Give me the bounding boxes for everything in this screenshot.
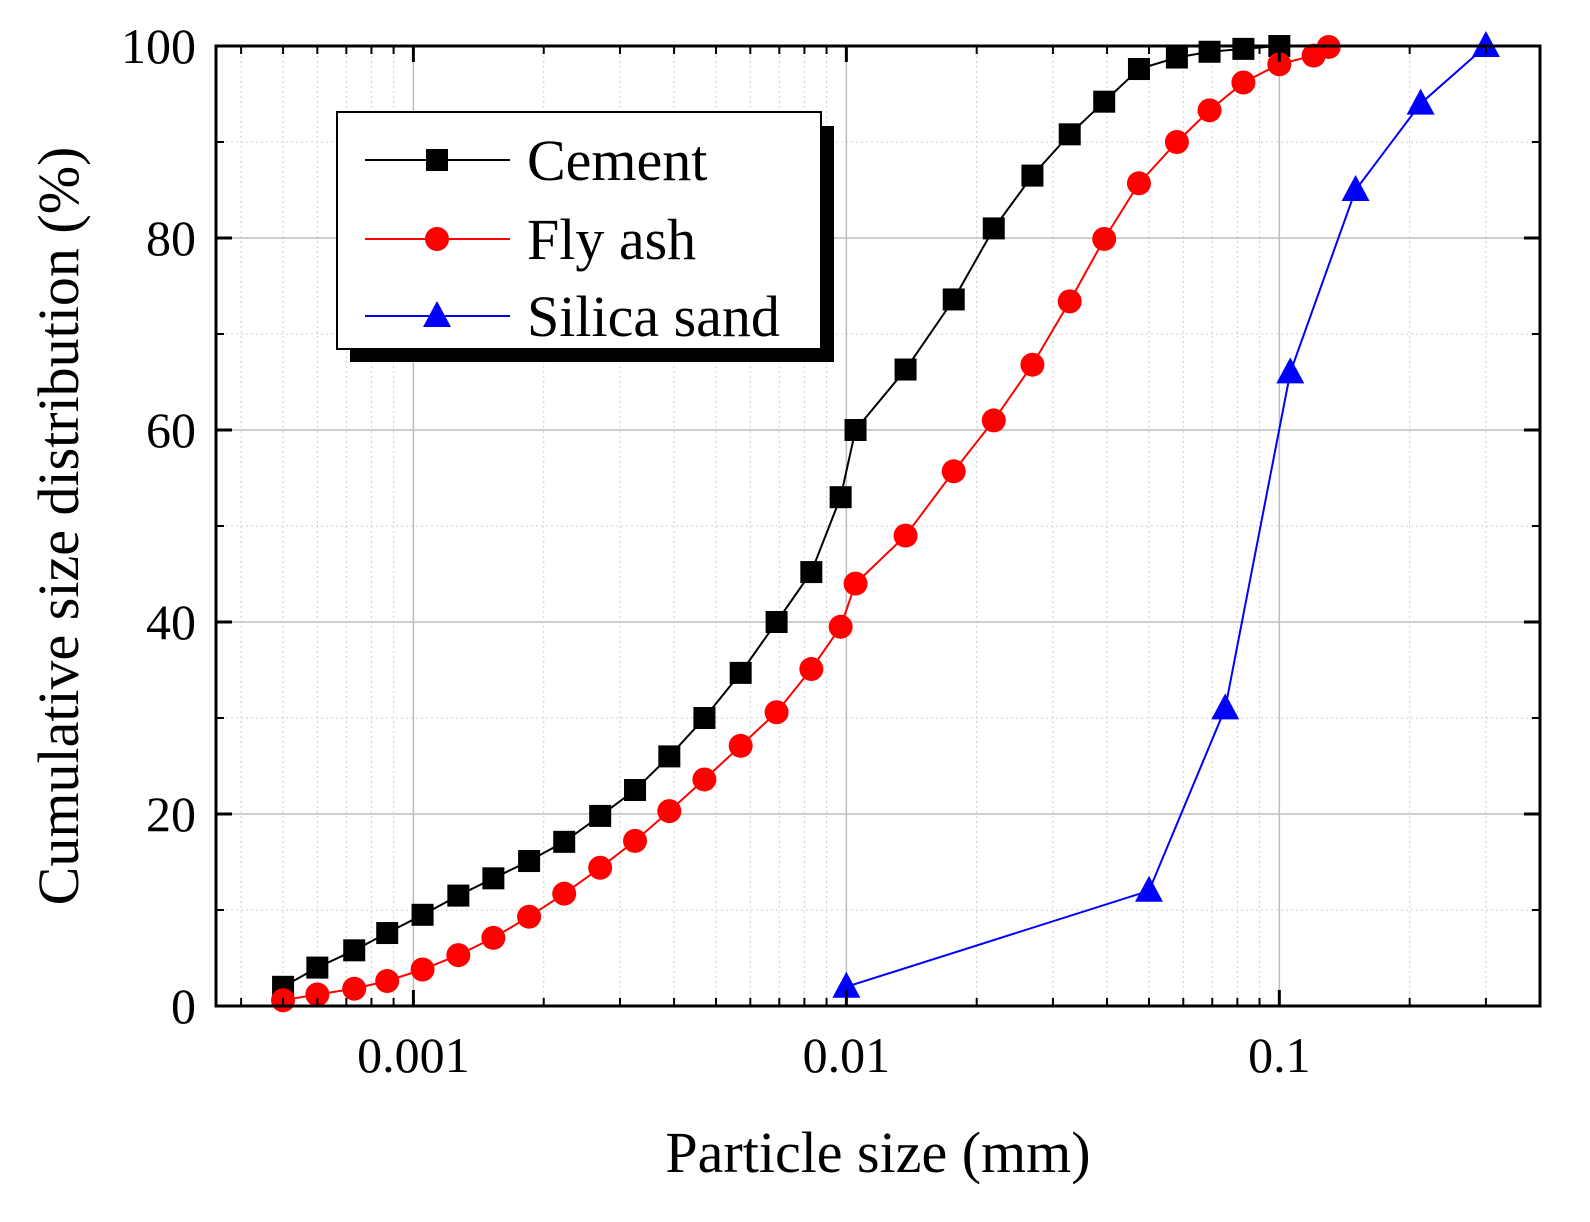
legend-label: Fly ash: [527, 207, 696, 272]
data-point-cement: [729, 661, 752, 684]
data-point-fly-ash: [342, 976, 367, 1001]
data-point-silica-sand: [1276, 357, 1305, 384]
data-point-fly-ash: [893, 523, 918, 548]
data-point-fly-ash: [728, 733, 753, 758]
legend-entry-silica-sand: Silica sand: [365, 284, 780, 349]
y-tick-label: 60: [146, 402, 196, 458]
data-point-cement: [693, 707, 716, 729]
legend-entry-cement: Cement: [365, 128, 707, 193]
data-point-fly-ash: [623, 828, 648, 853]
data-point-silica-sand: [1341, 175, 1370, 201]
data-point-fly-ash: [305, 982, 330, 1007]
x-tick-label: 0.001: [357, 1027, 470, 1083]
data-point-cement: [1093, 90, 1116, 113]
data-point-fly-ash: [1057, 289, 1082, 314]
data-point-fly-ash: [375, 969, 400, 994]
data-point-fly-ash: [552, 881, 577, 906]
data-point-fly-ash: [410, 957, 435, 982]
data-point-fly-ash: [941, 459, 966, 484]
legend-marker: [425, 227, 449, 251]
y-tick-label: 40: [146, 594, 196, 650]
data-point-cement: [658, 745, 681, 768]
data-point-silica-sand: [1211, 693, 1240, 720]
data-point-cement: [482, 867, 505, 890]
data-point-silica-sand: [1471, 31, 1500, 57]
data-point-cement: [343, 939, 366, 962]
legend-marker: [423, 301, 451, 327]
data-point-fly-ash: [481, 925, 506, 950]
y-tick-label: 80: [146, 210, 196, 266]
x-axis-title: Particle size (mm): [665, 1120, 1090, 1185]
data-point-silica-sand: [1134, 875, 1163, 902]
data-point-cement: [518, 850, 541, 873]
data-point-cement: [1232, 37, 1255, 60]
series-area: [271, 31, 1500, 1013]
data-point-cement: [306, 956, 329, 979]
legend-label: Cement: [527, 128, 707, 193]
legend: Cement Fly ash Silica sand: [336, 111, 834, 362]
data-point-cement: [765, 611, 788, 633]
data-point-fly-ash: [1197, 98, 1222, 123]
data-point-cement: [376, 922, 399, 945]
data-point-silica-sand: [832, 971, 861, 998]
data-point-cement: [1165, 46, 1188, 69]
data-point-cement: [553, 830, 576, 853]
y-tick-label: 100: [121, 18, 196, 74]
series-cement: [272, 35, 1291, 998]
data-point-fly-ash: [1092, 226, 1117, 251]
legend-label: Silica sand: [527, 284, 780, 349]
data-point-cement: [894, 358, 917, 381]
data-point-fly-ash: [446, 943, 471, 968]
data-point-fly-ash: [692, 767, 717, 792]
data-point-cement: [829, 486, 852, 509]
data-point-cement: [1021, 164, 1044, 187]
data-point-cement: [411, 903, 434, 926]
series-fly-ash: [271, 34, 1341, 1013]
data-point-cement: [1058, 123, 1081, 146]
y-tick-label: 0: [171, 978, 196, 1034]
data-point-fly-ash: [799, 657, 824, 682]
data-point-cement: [800, 561, 823, 584]
data-point-silica-sand: [1406, 88, 1435, 115]
data-point-cement: [447, 884, 470, 907]
data-point-cement: [624, 779, 647, 801]
y-axis-title: Cumulative size distribution (%): [26, 147, 91, 906]
legend-entry-fly-ash: Fly ash: [365, 207, 696, 272]
data-point-fly-ash: [1164, 130, 1189, 154]
data-point-cement: [982, 217, 1005, 240]
data-point-fly-ash: [764, 700, 789, 725]
data-point-fly-ash: [981, 408, 1006, 433]
data-point-cement: [942, 288, 965, 311]
data-point-fly-ash: [517, 904, 542, 929]
data-point-cement: [1198, 40, 1221, 63]
data-point-fly-ash: [843, 571, 868, 596]
data-point-fly-ash: [1267, 52, 1292, 77]
data-point-fly-ash: [1231, 70, 1256, 95]
axes: 0.001 0.01 0.1 0 20 40 60 80 100: [121, 18, 1540, 1083]
x-tick-label: 0.01: [803, 1027, 891, 1083]
y-tick-label: 20: [146, 786, 196, 842]
series-silica-sand: [832, 31, 1500, 998]
data-point-fly-ash: [1126, 171, 1151, 196]
data-point-cement: [1127, 58, 1150, 81]
data-point-fly-ash: [588, 855, 613, 880]
legend-box: [336, 111, 822, 350]
data-point-cement: [589, 804, 612, 827]
legend-marker: [426, 149, 448, 171]
series-line-silica-sand: [846, 45, 1487, 988]
legend-entries: Cement Fly ash Silica sand: [365, 128, 780, 349]
data-point-fly-ash: [1020, 352, 1045, 377]
x-tick-label: 0.1: [1248, 1027, 1311, 1083]
data-point-cement: [844, 419, 867, 441]
data-point-fly-ash: [828, 614, 853, 639]
data-point-fly-ash: [657, 799, 682, 824]
